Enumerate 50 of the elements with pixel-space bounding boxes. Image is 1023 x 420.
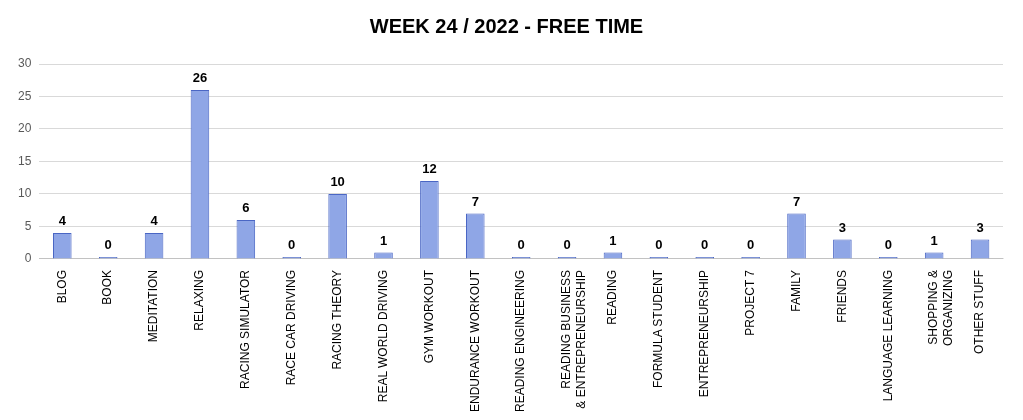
y-tick-label: 15 — [17, 153, 32, 168]
x-tick-label: MEDITATION — [146, 269, 161, 343]
data-label: 0 — [884, 237, 892, 253]
data-label: 3 — [838, 219, 847, 235]
chart-title: WEEK 24 / 2022 - FREE TIME — [369, 14, 644, 37]
data-label: 6 — [242, 200, 250, 216]
x-tick-label: ENDURANCE WORKOUT — [467, 269, 482, 412]
x-tick-label: SHOPPING & ORGANIZING — [926, 269, 955, 346]
x-tick-label: FAMILY — [788, 269, 803, 312]
x-tick-label: RACE CAR DRIVING — [284, 269, 299, 386]
data-label: 0 — [288, 237, 296, 253]
data-label: 1 — [930, 232, 938, 248]
data-label: 26 — [192, 70, 208, 86]
data-label: 0 — [655, 237, 663, 253]
y-tick-label: 10 — [17, 186, 32, 201]
data-label: 0 — [104, 237, 112, 253]
x-tick-label: READING ENGINEERING — [513, 269, 528, 413]
y-tick-label: 30 — [17, 56, 32, 71]
y-tick-label: 20 — [17, 121, 32, 136]
data-label: 12 — [422, 161, 437, 177]
data-label: 0 — [517, 237, 525, 253]
x-tick-label: LANGUAGE LEARNING — [880, 269, 895, 402]
data-label: 0 — [747, 237, 755, 253]
data-label: 0 — [701, 237, 709, 253]
data-label: 1 — [379, 232, 388, 248]
x-tick-label: RACING THEORY — [329, 269, 344, 370]
x-tick-label: RACING SIMULATOR — [238, 269, 253, 389]
x-tick-label: REAL WORLD DRIVING — [375, 269, 390, 403]
y-tick-label: 0 — [24, 251, 32, 266]
x-tick-label: READING BUSINESS & ENTREPRENEURSHIP — [559, 269, 588, 409]
x-tick-label: FORMULA STUDENT — [651, 269, 666, 388]
data-label: 7 — [471, 193, 479, 209]
data-label: 1 — [609, 232, 617, 248]
y-tick-label: 25 — [17, 88, 32, 103]
data-label: 4 — [58, 213, 67, 229]
data-label: 0 — [563, 237, 571, 253]
data-label: 3 — [976, 219, 984, 235]
x-tick-label: FRIENDS — [834, 269, 849, 323]
data-label: 7 — [792, 193, 801, 209]
x-tick-label: OTHER STUFF — [972, 269, 987, 354]
x-tick-label: ENTREPRENEURSHIP — [697, 269, 712, 398]
x-tick-label: BOOK — [100, 269, 115, 305]
data-label: 10 — [330, 174, 345, 190]
x-tick-label: BLOG — [54, 269, 69, 304]
x-tick-label: PROJECT 7 — [742, 269, 757, 336]
y-tick-label: 5 — [24, 218, 32, 233]
x-tick-label: READING — [605, 269, 620, 325]
x-tick-label: GYM WORKOUT — [421, 269, 436, 364]
x-tick-label: RELAXING — [192, 269, 207, 331]
data-label: 4 — [150, 213, 159, 229]
